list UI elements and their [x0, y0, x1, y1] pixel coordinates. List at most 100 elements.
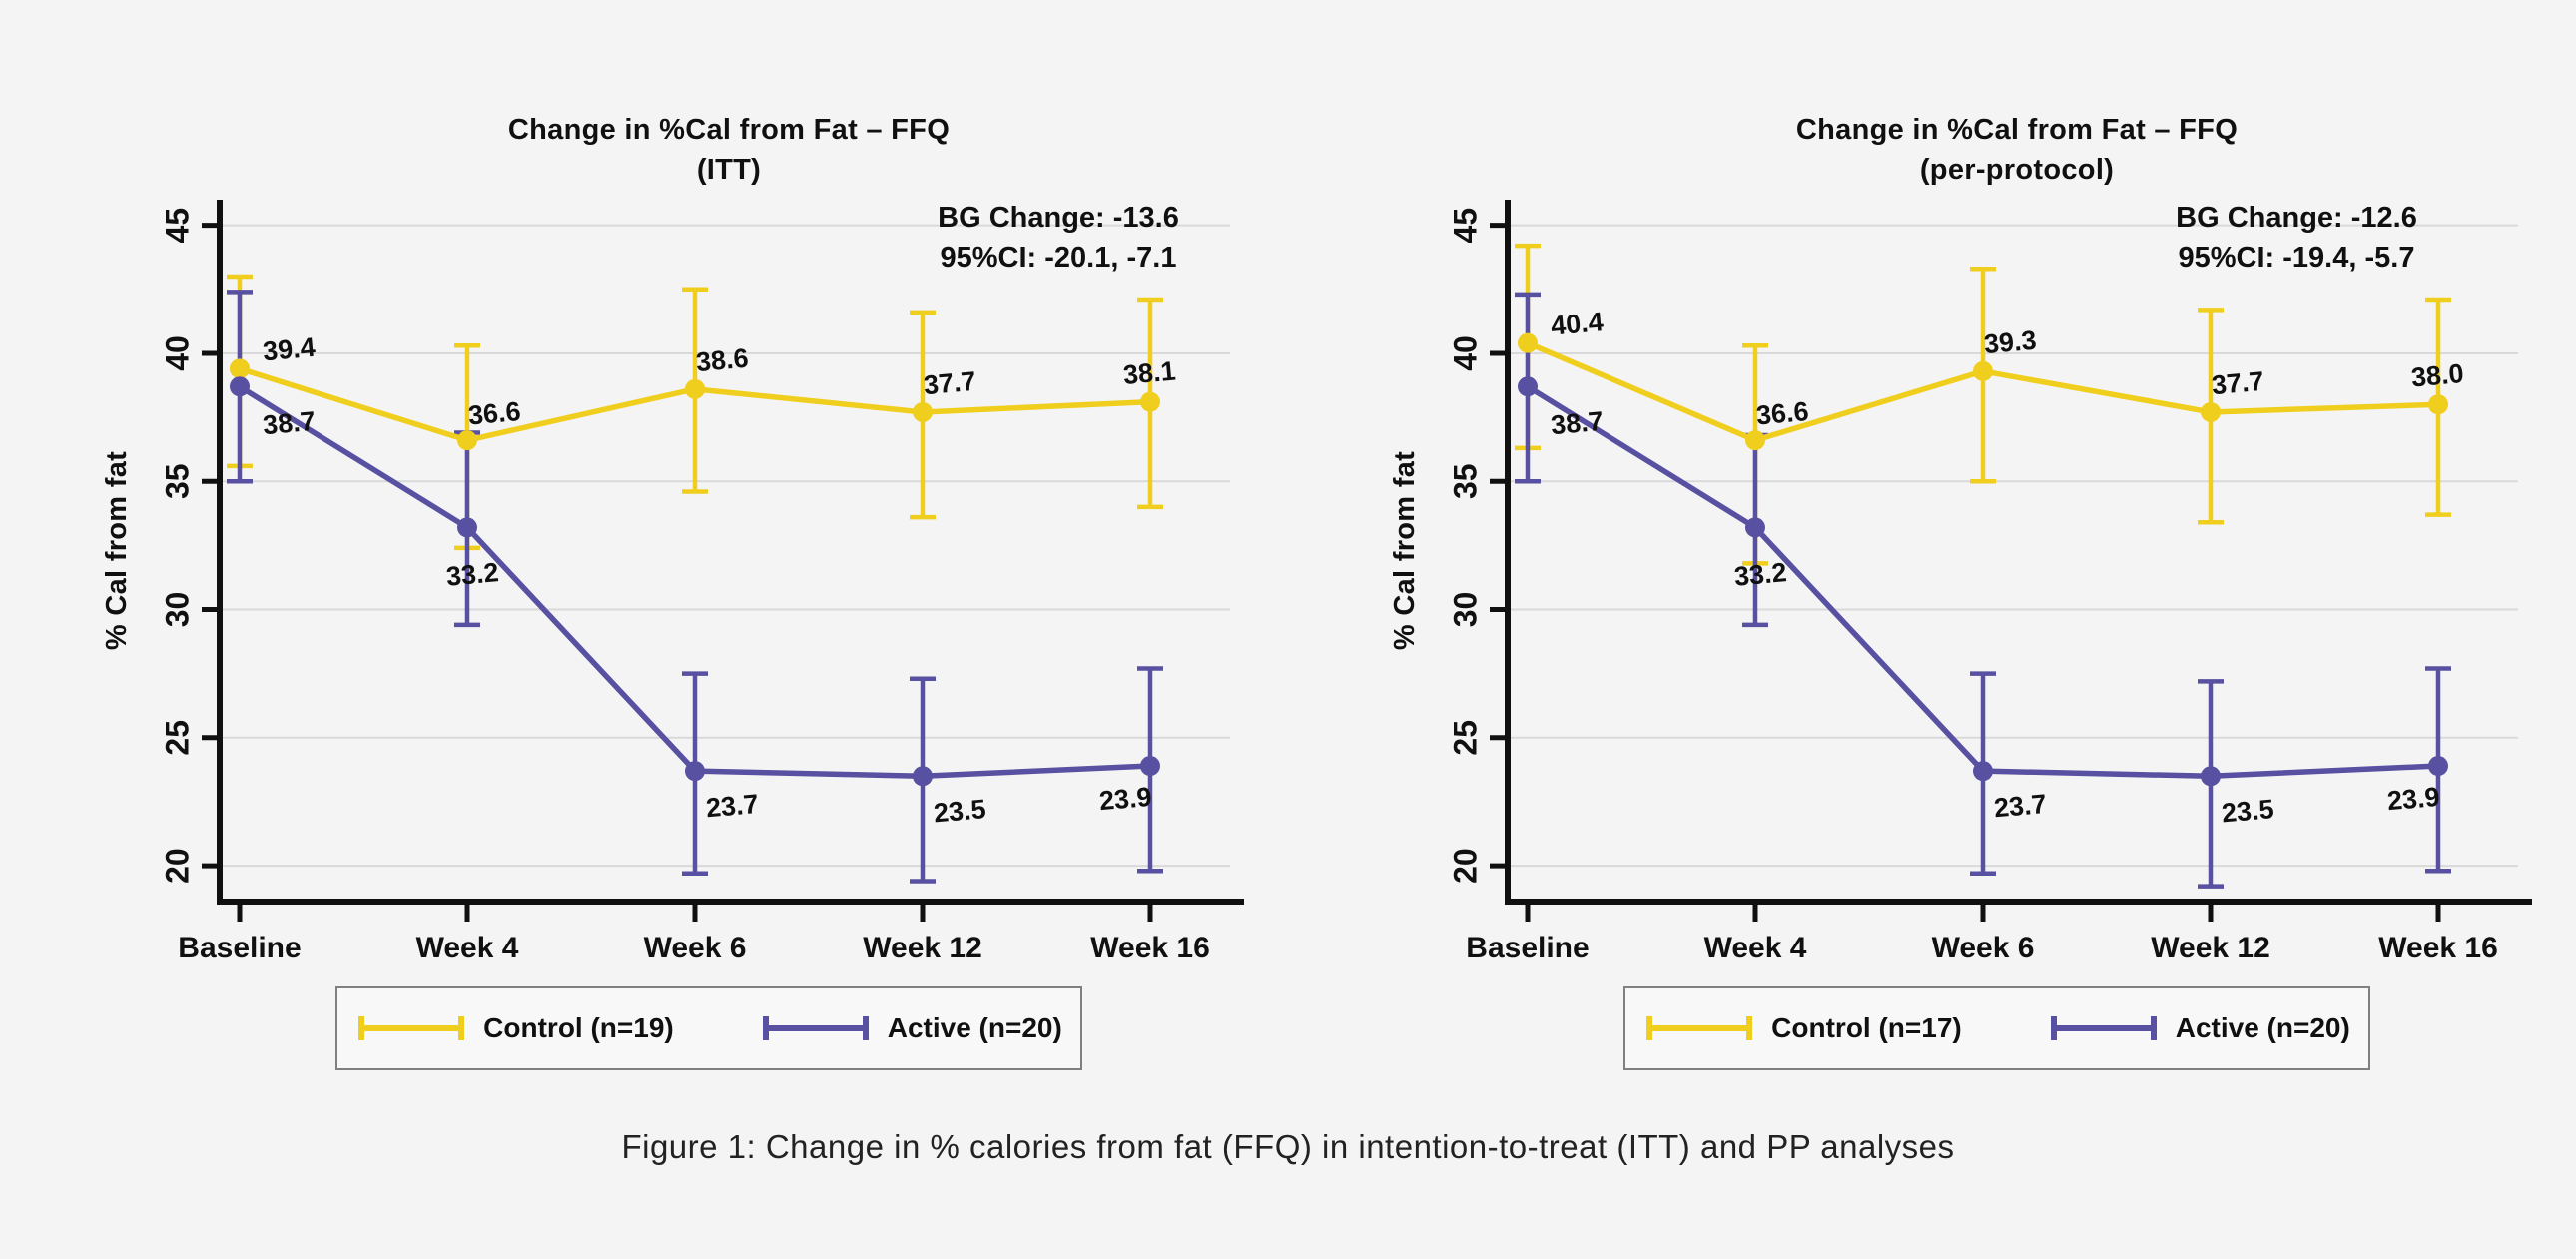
y-axis-ticks: 45 40 35 30 25 20	[1447, 208, 1508, 884]
control-data-point	[457, 430, 477, 451]
x-tick-label: Baseline	[178, 932, 301, 964]
x-axis-ticks: Baseline Week 4 Week 6 Week 12 Week 16	[1466, 902, 2498, 964]
per-protocol-panel: Change in %Cal from Fat – FFQ (per-proto…	[1288, 0, 2576, 1098]
x-tick-label: Week 4	[416, 932, 519, 964]
active-data-point	[1973, 761, 1993, 782]
control-data-point	[230, 358, 250, 379]
pp-chart-title-line2: (per-protocol)	[1919, 154, 2115, 186]
figure-caption: Figure 1: Change in % calories from fat …	[621, 1128, 1955, 1165]
pp-chart-title: Change in %Cal from Fat – FFQ (per-proto…	[1508, 110, 2526, 190]
data-point-label: 40.4	[1550, 307, 1605, 340]
active-data-labels: 38.7 33.2 23.7 23.5 23.9	[262, 406, 1153, 829]
control-errorbar-icon	[358, 1016, 465, 1040]
active-data-point	[2428, 756, 2448, 777]
itt-legend-label-active: Active (n=20)	[887, 1012, 1062, 1043]
y-tick-label: 35	[159, 463, 195, 499]
gridlines	[1508, 224, 2518, 868]
data-point-label: 38.7	[1550, 406, 1605, 440]
y-axis-ticks: 45 40 35 30 25 20	[159, 208, 220, 884]
itt-ci: 95%CI: -20.1, -7.1	[940, 242, 1177, 274]
control-error-bars	[227, 274, 1163, 551]
pp-chart-title-line1: Change in %Cal from Fat – FFQ	[1795, 114, 2239, 146]
gridlines	[220, 224, 1230, 868]
y-tick-label: 30	[1447, 592, 1483, 628]
itt-legend-item-control: Control (n=19)	[355, 1012, 674, 1044]
data-point-label: 38.0	[2410, 358, 2465, 392]
data-point-label: 39.3	[1983, 325, 2038, 359]
x-tick-label: Week 16	[2378, 932, 2498, 964]
axes	[217, 200, 1244, 905]
pp-legend-label-active: Active (n=20)	[2175, 1012, 2350, 1043]
pp-legend-item-active: Active (n=20)	[2048, 1012, 2350, 1044]
pp-annotation: BG Change: -12.6 95%CI: -19.4, -5.7	[2157, 198, 2436, 278]
x-tick-label: Week 12	[863, 932, 982, 964]
control-data-point	[2201, 401, 2221, 422]
control-series	[1518, 332, 2448, 451]
control-data-point	[2428, 394, 2448, 415]
active-data-point	[913, 766, 933, 787]
itt-annotation: BG Change: -13.6 95%CI: -20.1, -7.1	[919, 198, 1198, 278]
data-point-label: 33.2	[1733, 557, 1788, 591]
active-errorbar-icon	[762, 1016, 869, 1040]
x-tick-label: Week 12	[2151, 932, 2270, 964]
data-point-label: 33.2	[445, 557, 500, 591]
active-data-point	[2201, 766, 2221, 787]
data-point-label: 36.6	[467, 396, 522, 430]
control-data-point	[1745, 430, 1765, 451]
x-tick-label: Week 6	[644, 932, 747, 964]
itt-chart: 45 40 35 30 25 20 Baseline Week 4 Week 6 Week 12 W…	[159, 200, 1244, 964]
data-point-label: 37.7	[2211, 366, 2265, 400]
data-point-label: 38.1	[1122, 355, 1177, 389]
active-data-point	[1518, 376, 1538, 397]
active-errorbar-icon	[2050, 1016, 2157, 1040]
pp-legend-item-control: Control (n=17)	[1643, 1012, 1962, 1044]
data-point-label: 23.7	[705, 789, 760, 823]
x-tick-label: Week 6	[1932, 932, 2035, 964]
data-point-label: 36.6	[1755, 396, 1810, 430]
y-tick-label: 30	[159, 592, 195, 628]
data-point-label: 23.5	[2221, 794, 2275, 828]
pp-legend: Control (n=17) Active (n=20)	[1623, 986, 2370, 1070]
data-point-label: 23.5	[933, 794, 987, 828]
y-tick-label: 40	[159, 335, 195, 371]
control-data-point	[1518, 332, 1538, 353]
data-point-label: 38.6	[695, 343, 750, 377]
itt-chart-title-line1: Change in %Cal from Fat – FFQ	[507, 114, 951, 146]
control-errorbar-icon	[1646, 1016, 1753, 1040]
active-data-point	[685, 761, 705, 782]
data-point-label: 39.4	[262, 332, 317, 366]
control-data-labels: 39.4 36.6 38.6 37.7 38.1	[262, 332, 1177, 431]
active-data-point	[230, 376, 250, 397]
data-point-label: 23.9	[1098, 782, 1153, 816]
itt-legend-item-active: Active (n=20)	[760, 1012, 1062, 1044]
control-data-point	[685, 378, 705, 399]
axes	[1505, 200, 2532, 905]
chart-panels: Change in %Cal from Fat – FFQ (ITT) % Ca…	[0, 0, 2576, 1098]
itt-legend-label-control: Control (n=19)	[483, 1012, 674, 1043]
x-tick-label: Week 4	[1704, 932, 1807, 964]
data-point-label: 37.7	[923, 366, 977, 400]
active-series	[1518, 376, 2448, 787]
y-tick-label: 40	[1447, 335, 1483, 371]
control-data-point	[1973, 360, 1993, 381]
x-tick-label: Baseline	[1466, 932, 1589, 964]
itt-legend: Control (n=19) Active (n=20)	[335, 986, 1082, 1070]
data-point-label: 23.7	[1993, 789, 2048, 823]
active-data-point	[457, 517, 477, 538]
itt-bg-change: BG Change: -13.6	[938, 202, 1179, 234]
y-tick-label: 25	[159, 720, 195, 756]
y-tick-label: 45	[1447, 208, 1483, 244]
itt-panel: Change in %Cal from Fat – FFQ (ITT) % Ca…	[0, 0, 1288, 1098]
itt-chart-title: Change in %Cal from Fat – FFQ (ITT)	[220, 110, 1238, 190]
active-data-point	[1745, 517, 1765, 538]
control-error-bars	[1515, 243, 2451, 566]
data-point-label: 38.7	[262, 406, 317, 440]
y-tick-label: 25	[1447, 720, 1483, 756]
active-data-point	[1140, 756, 1160, 777]
control-series	[230, 358, 1160, 451]
control-data-point	[913, 401, 933, 422]
y-tick-label: 20	[1447, 848, 1483, 884]
active-data-labels: 38.7 33.2 23.7 23.5 23.9	[1550, 406, 2441, 829]
y-tick-label: 45	[159, 208, 195, 244]
